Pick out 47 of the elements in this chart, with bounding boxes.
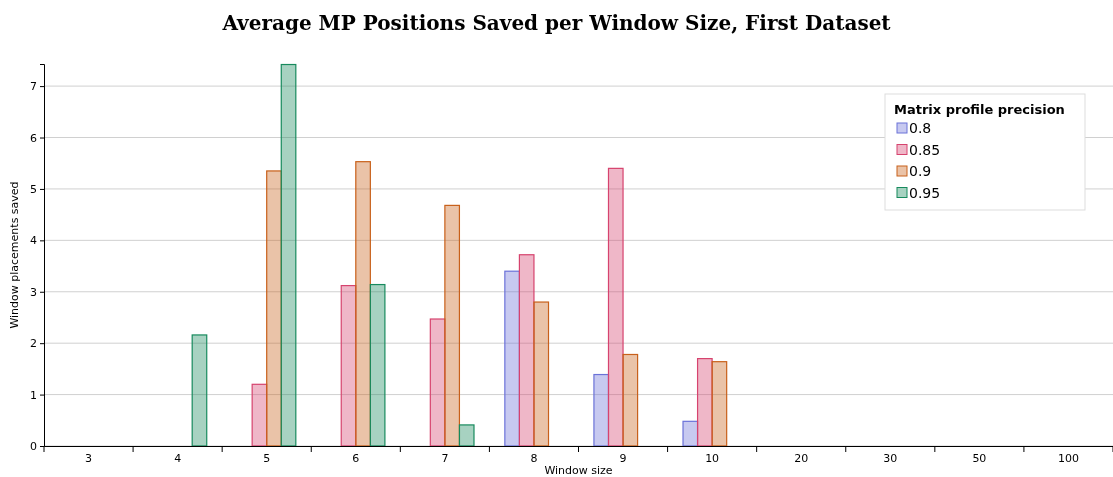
x-tick-label: 100 xyxy=(1057,451,1079,465)
x-tick-label: 3 xyxy=(85,451,93,465)
legend-label: 0.8 xyxy=(909,120,932,136)
y-tick-label: 7 xyxy=(30,80,37,94)
y-tick-label: 3 xyxy=(30,285,37,299)
bar xyxy=(711,361,728,447)
y-tick-label: 2 xyxy=(30,337,37,351)
x-tick-label: 6 xyxy=(352,451,360,465)
x-tick-label: 20 xyxy=(794,451,809,465)
bar xyxy=(355,161,371,447)
bar xyxy=(533,301,550,447)
x-tick-label: 4 xyxy=(174,451,182,465)
bar xyxy=(280,63,297,447)
bar xyxy=(607,167,624,447)
y-tick-label: 5 xyxy=(30,182,37,196)
bar xyxy=(696,358,713,447)
x-tick-label: 50 xyxy=(972,451,987,465)
legend-label: 0.9 xyxy=(909,163,932,179)
bar xyxy=(340,284,357,447)
x-tick-label: 10 xyxy=(705,451,720,465)
x-axis-title: Window size xyxy=(544,464,613,477)
x-tick-label: 9 xyxy=(619,451,627,465)
legend-label: 0.95 xyxy=(909,184,941,201)
bar xyxy=(191,334,208,447)
bar xyxy=(369,283,386,447)
bar xyxy=(444,204,461,447)
x-tick-label: 30 xyxy=(883,451,898,465)
bar xyxy=(458,424,475,447)
y-axis-title: Window placements saved xyxy=(8,181,21,329)
bar xyxy=(429,318,446,447)
bar xyxy=(266,170,282,447)
y-tick-label: 6 xyxy=(30,131,37,145)
legend-title: Matrix profile precision xyxy=(894,102,1065,117)
y-tick-label: 0 xyxy=(30,440,37,454)
bar xyxy=(593,373,610,447)
legend-label: 0.85 xyxy=(909,141,941,158)
bar xyxy=(622,353,639,447)
bar xyxy=(251,383,268,447)
x-tick-label: 7 xyxy=(441,451,449,465)
bar xyxy=(682,420,699,447)
x-tick-label: 5 xyxy=(263,451,271,465)
chart-title: Average MP Positions Saved per Window Size, First Dataset xyxy=(221,11,892,35)
y-tick-label: 4 xyxy=(30,234,37,248)
x-tick-label: 8 xyxy=(530,451,538,465)
bar xyxy=(504,270,520,447)
bar xyxy=(518,254,535,447)
y-tick-label: 1 xyxy=(30,388,37,402)
